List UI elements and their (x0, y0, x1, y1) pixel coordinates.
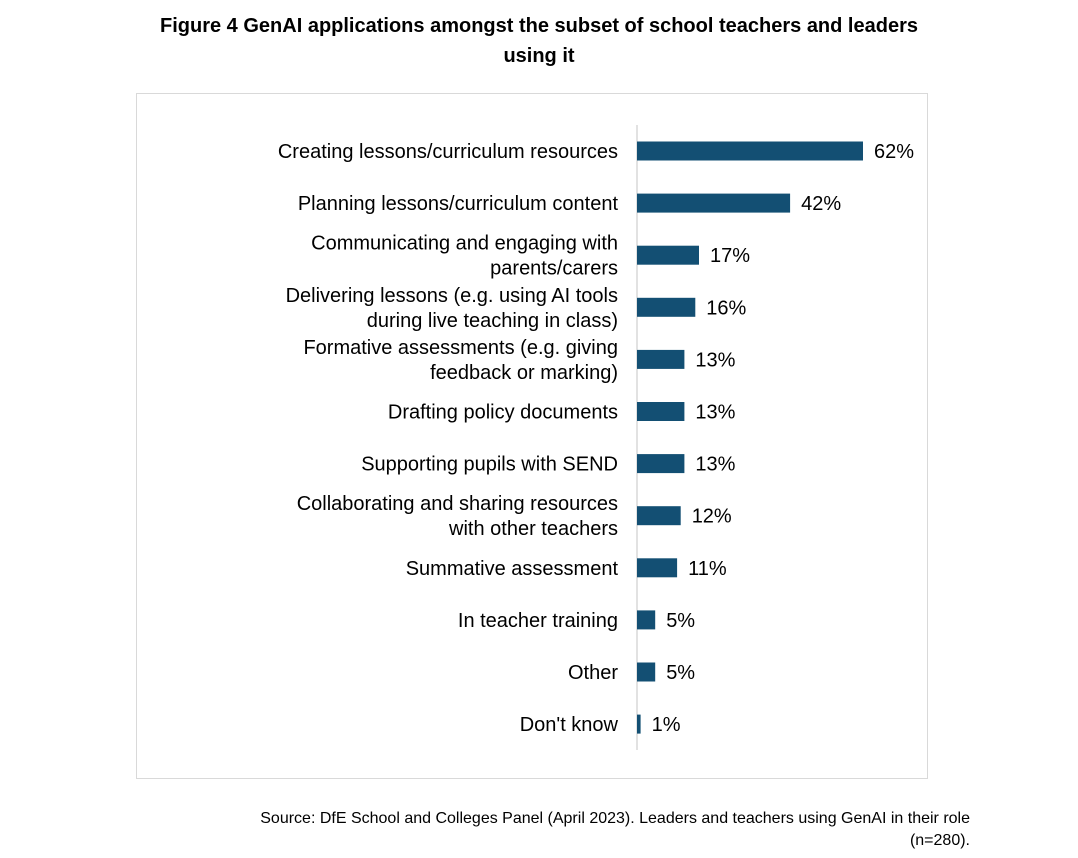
source-note-line-1: Source: DfE School and Colleges Panel (A… (260, 810, 970, 827)
value-label-1: 42% (801, 193, 841, 215)
value-label-3: 16% (706, 297, 746, 319)
source-note-line-2: (n=280). (909, 832, 970, 849)
category-label-4-line-1: feedback or marking) (430, 362, 618, 384)
value-label-7: 12% (692, 506, 732, 528)
bar-4 (637, 349, 685, 369)
category-label-9-line-0: In teacher training (458, 610, 618, 632)
value-label-11: 1% (652, 714, 681, 736)
bar-2 (637, 245, 699, 265)
category-label-7: Collaborating and sharing resources with … (297, 493, 618, 540)
category-label-2-line-1: parents/carers (490, 258, 618, 280)
category-label-6-line-0: Supporting pupils with SEND (361, 454, 618, 476)
bar-1 (637, 193, 791, 213)
category-label-8: Summative assessment (406, 558, 619, 580)
category-label-3-line-0: Delivering lessons (e.g. using AI tools (286, 285, 618, 307)
bar-8 (637, 558, 678, 578)
category-label-6: Supporting pupils with SEND (361, 454, 618, 476)
category-label-10-line-0: Other (568, 662, 618, 684)
bar-9 (637, 610, 656, 630)
value-label-4: 13% (695, 349, 735, 371)
category-label-3-line-1: during live teaching in class) (367, 310, 618, 332)
bar-11 (637, 714, 641, 734)
category-label-9: In teacher training (458, 610, 618, 632)
category-label-1-line-0: Planning lessons/curriculum content (298, 193, 619, 215)
category-label-2-line-0: Communicating and engaging with (311, 233, 618, 255)
category-label-3: Delivering lessons (e.g. using AI tools d… (286, 285, 618, 332)
category-label-5-line-0: Drafting policy documents (388, 402, 618, 424)
chart-title: Figure 4 GenAI applications amongst the … (0, 11, 1078, 71)
category-label-4: Formative assessments (e.g. giving feedba… (303, 337, 618, 384)
bar-3 (637, 297, 696, 317)
chart-frame (136, 93, 928, 779)
chart-title-line-2: using it (503, 45, 575, 67)
bar-10 (637, 662, 656, 682)
value-label-5: 13% (695, 402, 735, 424)
category-label-11: Don't know (520, 714, 619, 736)
value-label-8: 11% (688, 558, 727, 580)
category-label-7-line-1: with other teachers (448, 518, 618, 540)
category-label-0: Creating lessons/curriculum resources (278, 141, 618, 163)
chart-title-line-1: Figure 4 GenAI applications amongst the … (160, 15, 918, 37)
category-label-7-line-0: Collaborating and sharing resources (297, 493, 618, 515)
category-label-5: Drafting policy documents (388, 402, 618, 424)
value-label-10: 5% (666, 662, 695, 684)
value-label-6: 13% (695, 454, 735, 476)
category-label-4-line-0: Formative assessments (e.g. giving (303, 337, 618, 359)
bar-5 (637, 402, 685, 421)
category-label-11-line-0: Don't know (520, 714, 619, 736)
source-note: Source: DfE School and Colleges Panel (A… (100, 808, 970, 852)
category-label-10: Other (568, 662, 618, 684)
value-label-0: 62% (874, 141, 914, 163)
value-label-2: 17% (710, 245, 750, 267)
bar-6 (637, 454, 685, 474)
category-label-8-line-0: Summative assessment (406, 558, 619, 580)
category-label-1: Planning lessons/curriculum content (298, 193, 619, 215)
bar-0 (637, 141, 863, 161)
category-label-2: Communicating and engaging with parents/c… (311, 233, 618, 280)
category-label-0-line-0: Creating lessons/curriculum resources (278, 141, 618, 163)
bar-7 (637, 506, 681, 526)
value-label-9: 5% (666, 610, 695, 632)
